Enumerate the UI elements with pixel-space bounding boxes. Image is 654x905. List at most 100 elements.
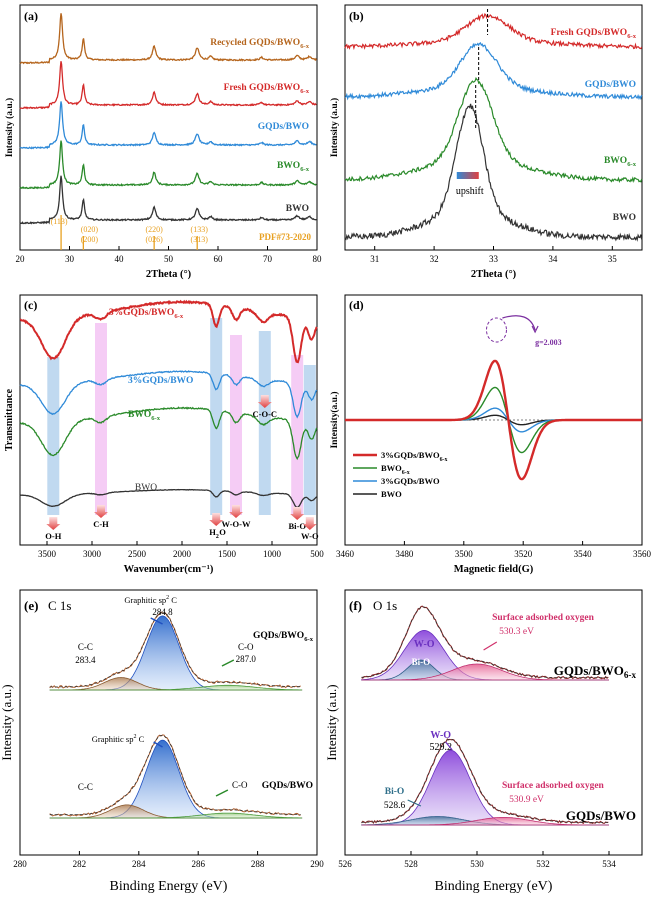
band-arrow-icon <box>94 505 108 518</box>
y-axis-title: Intensity(a.u.) <box>329 391 340 448</box>
peak-label: C-C <box>78 782 93 792</box>
pointer-arrow-icon <box>407 799 422 807</box>
peak-label: C-O <box>238 642 254 652</box>
x-tick-label: 3000 <box>83 549 102 559</box>
band-highlight <box>210 318 223 515</box>
xps-fit-line <box>49 611 301 688</box>
pointer-arrow-icon <box>221 659 235 667</box>
pdf-label: PDF#73-2020 <box>259 232 311 242</box>
band-label: O-H <box>45 531 61 541</box>
x-tick-label: 20 <box>16 254 26 264</box>
legend-label: BWO6-x <box>381 463 410 476</box>
band-arrow-icon <box>229 505 243 518</box>
sample-label: GQDs/BWO6-x <box>253 631 314 643</box>
peak-label: Surface adsorbed oxygen <box>492 613 595 623</box>
xps-component-peak <box>361 663 609 681</box>
ftir-series-line <box>19 406 318 461</box>
band-label: C-H <box>93 519 109 529</box>
xps-component-peak <box>361 817 609 826</box>
x-tick-label: 31 <box>370 254 379 264</box>
peak-label: Graphitic sp2 C <box>124 595 177 605</box>
x-tick-label: 534 <box>602 859 616 869</box>
x-tick-label: 40 <box>115 254 125 264</box>
peak-label: Graphitic sp2 C <box>92 734 145 744</box>
ftir-series-line <box>19 488 318 509</box>
y-axis-title: Intensity (a.u.) <box>329 98 340 157</box>
upshift-arrow-icon <box>456 172 479 179</box>
hkl-label: (020) <box>81 225 99 234</box>
xps-component-peak <box>49 684 303 691</box>
peak-label: Surface adsorbed oxygen <box>502 781 605 791</box>
peak-label: Bi-O <box>412 657 431 667</box>
x-tick-label: 3520 <box>514 549 533 559</box>
zoom-series-label: GQDs/BWO <box>585 80 636 90</box>
xps-component-peak <box>49 615 303 691</box>
x-tick-label: 70 <box>263 254 273 264</box>
legend-label: 3%GQDs/BWO6-x <box>381 450 447 463</box>
x-axis-title: Wavenumber(cm⁻¹) <box>124 564 214 575</box>
x-tick-label: 3500 <box>38 549 57 559</box>
x-tick-label: 34 <box>548 254 558 264</box>
xrd-series-label: GQDs/BWO <box>258 122 309 132</box>
peak-label: Bi-O <box>385 787 405 797</box>
panel-e-tag: (e) <box>24 598 38 613</box>
band-arrow-icon <box>257 395 272 408</box>
ftir-series-label: 3%GQDs/BWO <box>128 376 193 386</box>
xrd-series-line <box>19 140 317 190</box>
ftir-series-line <box>19 370 318 419</box>
x-tick-label: 500 <box>310 549 324 559</box>
xrd-series-line <box>19 13 317 65</box>
x-tick-label: 3460 <box>336 549 355 559</box>
y-axis-title: Intensity (a.u.) <box>324 684 339 760</box>
legend-label: 3%GQDs/BWO <box>381 476 440 486</box>
peak-value: 530.3 eV <box>499 627 534 637</box>
peak-label: C-C <box>78 642 93 652</box>
xrd-series-label: Recycled GQDs/BWO6-x <box>210 38 309 50</box>
x-tick-label: 60 <box>214 254 224 264</box>
band-highlight <box>291 355 304 515</box>
ftir-series-line <box>19 299 318 364</box>
x-axis-title: 2Theta (°) <box>146 269 192 280</box>
x-tick-label: 1000 <box>263 549 282 559</box>
x-tick-label: 50 <box>164 254 174 264</box>
hkl-label: (133) <box>191 225 209 234</box>
sample-label: GQDs/BWO <box>262 781 313 791</box>
highlight-circle-icon <box>485 317 507 343</box>
xps-fit-line <box>49 734 301 816</box>
x-tick-label: 3480 <box>395 549 414 559</box>
xps-component-peak <box>49 812 303 819</box>
x-tick-label: 35 <box>608 254 618 264</box>
pointer-arrow-icon <box>150 617 163 625</box>
band-highlight <box>47 357 60 515</box>
hkl-label: (113) <box>51 217 68 226</box>
x-tick-label: 530 <box>470 859 484 869</box>
panel-d-tag: (d) <box>349 298 364 312</box>
band-arrow-icon <box>302 517 317 530</box>
hkl-label: (026) <box>145 235 163 244</box>
band-label: H2 <box>209 527 219 540</box>
peak-value: 530.9 eV <box>509 795 544 805</box>
panel-b-tag: (b) <box>349 9 364 23</box>
x-tick-label: 528 <box>404 859 418 869</box>
hkl-label: (200) <box>81 235 99 244</box>
x-tick-label: 32 <box>430 254 439 264</box>
y-axis-title: Intensity (a.u.) <box>4 98 15 157</box>
xrd-series-line <box>19 61 317 110</box>
zoom-series-line <box>344 41 643 101</box>
x-tick-label: 288 <box>251 859 265 869</box>
band-arrow-icon <box>290 507 305 520</box>
x-tick-label: 284 <box>132 859 146 869</box>
hkl-label: (313) <box>191 235 209 244</box>
ftir-series-label: BWO6-x <box>128 410 161 422</box>
band-arrow-icon <box>46 517 61 530</box>
band-highlight <box>303 365 316 515</box>
x-tick-label: 30 <box>65 254 75 264</box>
panel-f-tag: (f) <box>349 598 362 613</box>
x-tick-label: 282 <box>73 859 87 869</box>
x-axis-title: 2Theta (°) <box>471 269 517 280</box>
y-axis-title: Transmittance <box>4 388 15 451</box>
zoom-series-line <box>344 12 643 51</box>
xrd-series-label: Fresh GQDs/BWO6-x <box>224 83 310 95</box>
x-tick-label: 3500 <box>455 549 474 559</box>
